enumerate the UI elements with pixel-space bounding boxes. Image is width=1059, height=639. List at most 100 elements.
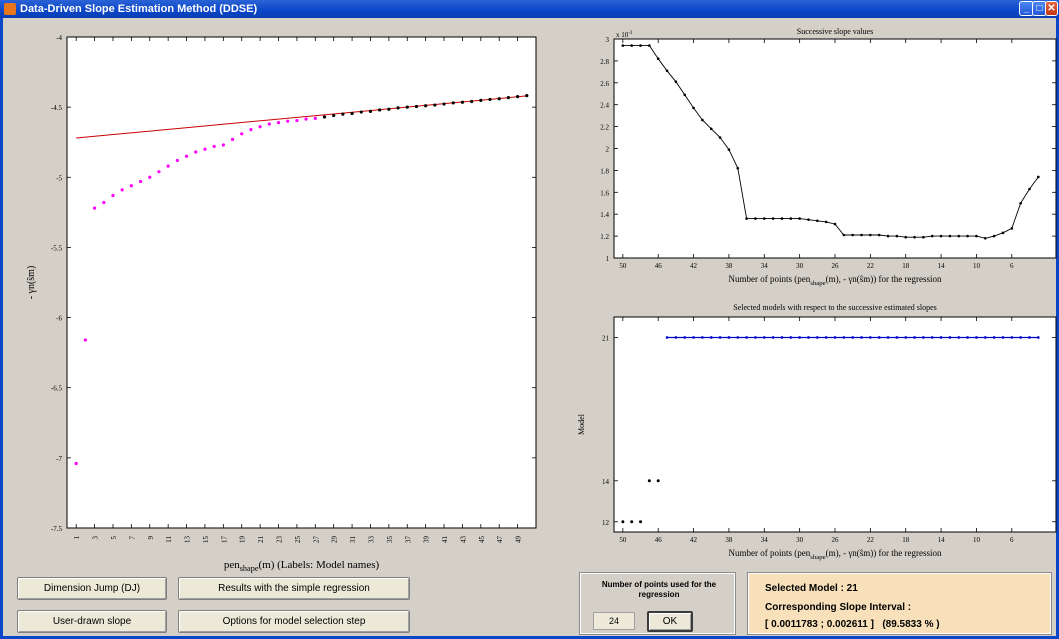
selected-model-point — [674, 336, 678, 339]
model-point — [621, 520, 625, 524]
data-point — [92, 206, 97, 210]
x-tick-label: 46 — [655, 262, 663, 270]
y-tick-label: 1.4 — [600, 211, 609, 219]
x-tick-label: 26 — [832, 536, 840, 544]
selected-model-point — [860, 336, 863, 339]
data-point — [332, 113, 336, 118]
x-tick-label: 30 — [796, 536, 804, 544]
slope-point — [630, 44, 633, 47]
data-point — [313, 116, 317, 120]
x-tick-label: 7 — [128, 536, 136, 540]
x-tick-label: 34 — [761, 536, 769, 544]
y-tick-label: 12 — [602, 519, 610, 527]
model-selection-options-button[interactable]: Options for model selection step — [178, 610, 410, 633]
selected-model-point — [701, 336, 704, 339]
points-count-field[interactable]: 24 — [593, 612, 635, 630]
data-point — [322, 115, 327, 119]
data-point — [184, 154, 189, 158]
ok-button[interactable]: OK — [647, 611, 693, 632]
main-regression-chart: -7.5-7-6.5-6-5.5-5-4.5-41 3 5 7 9 11 13 15 17 19 2… — [26, 34, 537, 573]
x-tick-label: 42 — [690, 536, 698, 544]
user-drawn-slope-button[interactable]: User-drawn slope — [17, 610, 167, 633]
slope-point — [1001, 231, 1005, 235]
y-tick-label: 21 — [602, 334, 610, 342]
data-point — [387, 107, 391, 111]
data-point — [414, 104, 419, 109]
slope-point — [683, 93, 687, 97]
simple-regression-results-button[interactable]: Results with the simple regression — [178, 577, 410, 600]
model-point — [656, 479, 660, 483]
slope-point — [922, 235, 925, 239]
selected-model-point — [922, 336, 925, 339]
x-tick-label: 27 — [312, 536, 320, 544]
slope-point — [1019, 201, 1022, 205]
y-tick-label: 3 — [606, 36, 610, 44]
close-icon[interactable]: ✕ — [1045, 1, 1058, 16]
data-point — [175, 158, 179, 163]
selected-model-point — [798, 336, 801, 339]
y-tick-label: -6.5 — [51, 385, 63, 393]
slope-point — [754, 217, 757, 220]
selected-model-point — [983, 336, 987, 339]
selected-model-point — [709, 336, 713, 339]
data-point — [138, 179, 143, 184]
selected-model-point — [762, 336, 766, 339]
selected-model-point — [957, 336, 961, 339]
dimension-jump-button[interactable]: Dimension Jump (DJ) — [17, 577, 167, 600]
data-point — [368, 109, 373, 113]
data-point — [83, 338, 87, 342]
slope-point — [656, 57, 660, 61]
slope-point — [992, 234, 996, 238]
y-tick-label: -6 — [56, 315, 62, 323]
data-point — [497, 97, 501, 101]
x-tick-label: 19 — [239, 536, 247, 544]
x-tick-label: 45 — [478, 536, 486, 544]
data-point — [304, 117, 308, 121]
x-tick-label: 30 — [796, 262, 804, 270]
data-point — [129, 184, 133, 188]
y-tick-label: 2.8 — [600, 58, 609, 66]
selected-models-chart: Selected models with respect to the succ… — [577, 303, 1057, 561]
x-tick-label: 10 — [973, 536, 981, 544]
data-point — [249, 127, 253, 132]
y-tick-label: 1 — [606, 255, 610, 263]
x-tick-label: 29 — [331, 536, 339, 544]
data-point — [506, 96, 511, 100]
data-point — [460, 100, 465, 104]
data-point — [405, 105, 409, 109]
x-tick-label: 50 — [619, 536, 627, 544]
x-tick-label: 14 — [938, 536, 946, 544]
y-tick-label: 2.2 — [600, 124, 609, 132]
model-point — [639, 520, 643, 524]
slope-point — [780, 217, 784, 220]
slopes-plot-area — [613, 38, 1057, 259]
slope-point — [851, 233, 854, 237]
x-tick-label: 9 — [147, 536, 155, 540]
data-point — [525, 94, 529, 98]
exponent-label: x 10-3 — [616, 31, 633, 39]
y-tick-label: -7 — [56, 455, 62, 463]
y-tick-label: -5 — [56, 174, 62, 182]
slope-point — [833, 222, 837, 226]
y-tick-label: 2.6 — [600, 80, 609, 88]
x-tick-label: 46 — [655, 536, 663, 544]
x-tick-label: 18 — [902, 536, 910, 544]
y-axis-label: - γn(ŝm) — [26, 266, 37, 300]
x-tick-label: 13 — [184, 536, 192, 544]
data-point — [433, 103, 437, 107]
slope-interval-value: [ 0.0011783 ; 0.002611 ] (89.5833 % ) — [765, 619, 940, 630]
selected-model-point — [771, 336, 775, 339]
points-panel-label: Number of points used for the regression — [601, 580, 717, 599]
data-point — [276, 120, 281, 125]
y-tick-label: 2 — [606, 146, 610, 154]
slope-point — [648, 44, 651, 47]
data-point — [470, 99, 474, 104]
x-tick-label: 1 — [73, 536, 81, 540]
data-point — [111, 193, 115, 198]
data-point — [230, 137, 235, 142]
selected-model-point — [869, 336, 872, 339]
data-point — [267, 122, 271, 126]
model-point — [647, 479, 651, 483]
selected-model-point — [727, 336, 731, 339]
data-point — [424, 104, 428, 108]
